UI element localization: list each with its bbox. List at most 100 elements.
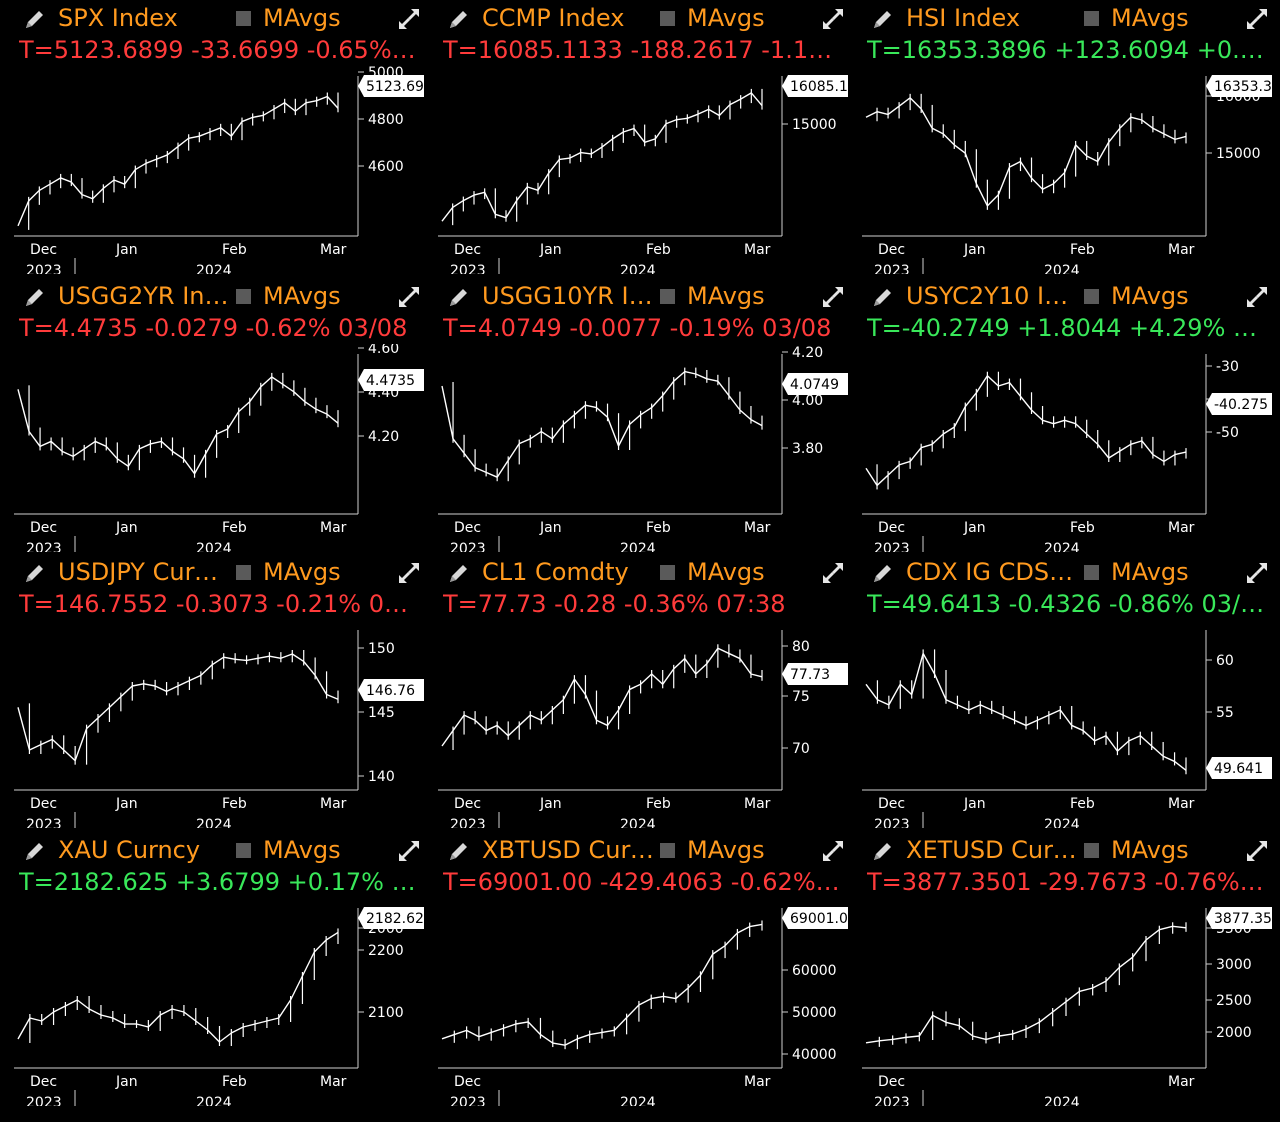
pencil-icon[interactable] xyxy=(22,838,48,864)
expand-arrows-icon[interactable] xyxy=(1244,6,1270,32)
price-segment xyxy=(865,111,878,118)
expand-arrows-icon[interactable] xyxy=(396,6,422,32)
mavgs-label[interactable]: MAvgs xyxy=(1111,4,1189,32)
mavgs-checkbox[interactable] xyxy=(660,843,675,858)
last-price-pointer xyxy=(1206,757,1272,779)
price-segment xyxy=(991,709,1004,716)
price-segment xyxy=(673,371,686,382)
last-price-badge: 3877.351 xyxy=(1206,907,1276,929)
mavgs-checkbox[interactable] xyxy=(1084,843,1099,858)
pencil-icon[interactable] xyxy=(446,6,472,32)
security-title[interactable]: USGG2YR Index xyxy=(58,282,232,310)
mavgs-checkbox[interactable] xyxy=(1084,11,1099,26)
mavgs-checkbox[interactable] xyxy=(1084,289,1099,304)
security-title[interactable]: SPX Index xyxy=(58,4,178,32)
chart-panel[interactable]: XBTUSD Curncy MAvgs T=69001.00 -429.4063… xyxy=(428,832,852,1108)
mavgs-label[interactable]: MAvgs xyxy=(687,558,765,586)
expand-arrows-icon[interactable] xyxy=(820,6,846,32)
chart-panel[interactable]: CL1 Comdty MAvgs T=77.73 -0.28 -0.36% 07… xyxy=(428,554,852,830)
chart-panel[interactable]: CDX IG CDSI GEN 5Y Corp MAvgs T=49.6413 … xyxy=(852,554,1276,830)
price-segment xyxy=(83,440,96,450)
mavgs-label[interactable]: MAvgs xyxy=(687,836,765,864)
expand-arrows-icon[interactable] xyxy=(1244,284,1270,310)
mavgs-checkbox[interactable] xyxy=(236,565,251,580)
mavgs-checkbox[interactable] xyxy=(236,289,251,304)
last-price-label: 16353.39 xyxy=(1214,79,1276,95)
mavgs-label[interactable]: MAvgs xyxy=(263,282,341,310)
quote-line: T=-40.2749 +1.8044 +4.29% 03/08 xyxy=(867,314,1269,342)
pencil-icon[interactable] xyxy=(446,560,472,586)
security-title[interactable]: XAU Curncy xyxy=(58,836,201,864)
price-segment xyxy=(1048,709,1061,716)
mavgs-checkbox[interactable] xyxy=(236,843,251,858)
quote-line: T=69001.00 -429.4063 -0.62% 07:38 xyxy=(443,868,845,896)
mavgs-label[interactable]: MAvgs xyxy=(687,282,765,310)
price-segment xyxy=(957,704,970,711)
mavgs-checkbox[interactable] xyxy=(660,11,675,26)
price-segment xyxy=(662,668,675,685)
price-segment xyxy=(985,1035,1000,1041)
x-year-label: 2024 xyxy=(196,541,232,552)
mavgs-label[interactable]: MAvgs xyxy=(1111,282,1189,310)
pencil-icon[interactable] xyxy=(870,284,896,310)
pencil-icon[interactable] xyxy=(22,560,48,586)
expand-arrows-icon[interactable] xyxy=(820,838,846,864)
chart-panel[interactable]: USDJPY Curncy MAvgs T=146.7552 -0.3073 -… xyxy=(4,554,428,830)
quote-line: T=5123.6899 -33.6699 -0.65% 03/08 xyxy=(19,36,421,64)
security-title[interactable]: XETUSD Curncy xyxy=(906,836,1080,864)
expand-arrows-icon[interactable] xyxy=(1244,838,1270,864)
chart-panel[interactable]: HSI Index MAvgs T=16353.3896 +123.6094 +… xyxy=(852,0,1276,276)
mavgs-checkbox[interactable] xyxy=(660,289,675,304)
pencil-icon[interactable] xyxy=(446,284,472,310)
mavgs-label[interactable]: MAvgs xyxy=(263,4,341,32)
security-title[interactable]: USDJPY Curncy xyxy=(58,558,232,586)
pencil-icon[interactable] xyxy=(870,560,896,586)
price-segment xyxy=(626,1004,640,1019)
x-month-label: Jan xyxy=(115,520,138,536)
chart-panel[interactable]: USYC2Y10 Index MAvgs T=-40.2749 +1.8044 … xyxy=(852,278,1276,554)
expand-arrows-icon[interactable] xyxy=(1244,560,1270,586)
chart-panel[interactable]: CCMP Index MAvgs T=16085.1133 -188.2617 … xyxy=(428,0,852,276)
price-segment xyxy=(684,658,697,675)
security-title[interactable]: CCMP Index xyxy=(482,4,625,32)
mavgs-label[interactable]: MAvgs xyxy=(687,4,765,32)
price-segment xyxy=(1031,409,1044,421)
security-title[interactable]: CDX IG CDSI GEN 5Y Corp xyxy=(906,558,1080,586)
expand-arrows-icon[interactable] xyxy=(820,284,846,310)
price-segment xyxy=(147,1014,161,1028)
security-title[interactable]: XBTUSD Curncy xyxy=(482,836,656,864)
pencil-icon[interactable] xyxy=(22,284,48,310)
security-title[interactable]: USGG10YR Index xyxy=(482,282,656,310)
mavgs-checkbox[interactable] xyxy=(1084,565,1099,580)
chart-panel[interactable]: USGG10YR Index MAvgs T=4.0749 -0.0077 -0… xyxy=(428,278,852,554)
mavgs-checkbox[interactable] xyxy=(236,11,251,26)
expand-arrows-icon[interactable] xyxy=(396,838,422,864)
mavgs-label[interactable]: MAvgs xyxy=(263,558,341,586)
security-title[interactable]: HSI Index xyxy=(906,4,1021,32)
expand-arrows-icon[interactable] xyxy=(396,284,422,310)
price-segment xyxy=(485,471,498,478)
chart-panel[interactable]: XETUSD Curncy MAvgs T=3877.3501 -29.7673… xyxy=(852,832,1276,1108)
mavgs-label[interactable]: MAvgs xyxy=(1111,836,1189,864)
security-title[interactable]: USYC2Y10 Index xyxy=(906,282,1080,310)
x-month-label: Feb xyxy=(222,520,247,536)
chart-panel[interactable]: SPX Index MAvgs T=5123.6899 -33.6699 -0.… xyxy=(4,0,428,276)
price-segment xyxy=(17,200,30,227)
chart-panel[interactable]: USGG2YR Index MAvgs T=4.4735 -0.0279 -0.… xyxy=(4,278,428,554)
last-price-badge: 5123.69 xyxy=(358,75,424,97)
price-segment xyxy=(220,127,232,137)
chart-panel[interactable]: XAU Curncy MAvgs T=2182.625 +3.6799 +0.1… xyxy=(4,832,428,1108)
expand-arrows-icon[interactable] xyxy=(396,560,422,586)
x-month-label: Mar xyxy=(744,796,771,812)
pencil-icon[interactable] xyxy=(870,6,896,32)
mavgs-checkbox[interactable] xyxy=(660,565,675,580)
x-month-label: Feb xyxy=(1070,796,1095,812)
mavgs-label[interactable]: MAvgs xyxy=(263,836,341,864)
security-title[interactable]: CL1 Comdty xyxy=(482,558,629,586)
pencil-icon[interactable] xyxy=(870,838,896,864)
mavgs-label[interactable]: MAvgs xyxy=(1111,558,1189,586)
pencil-icon[interactable] xyxy=(446,838,472,864)
expand-arrows-icon[interactable] xyxy=(820,560,846,586)
pencil-icon[interactable] xyxy=(22,6,48,32)
